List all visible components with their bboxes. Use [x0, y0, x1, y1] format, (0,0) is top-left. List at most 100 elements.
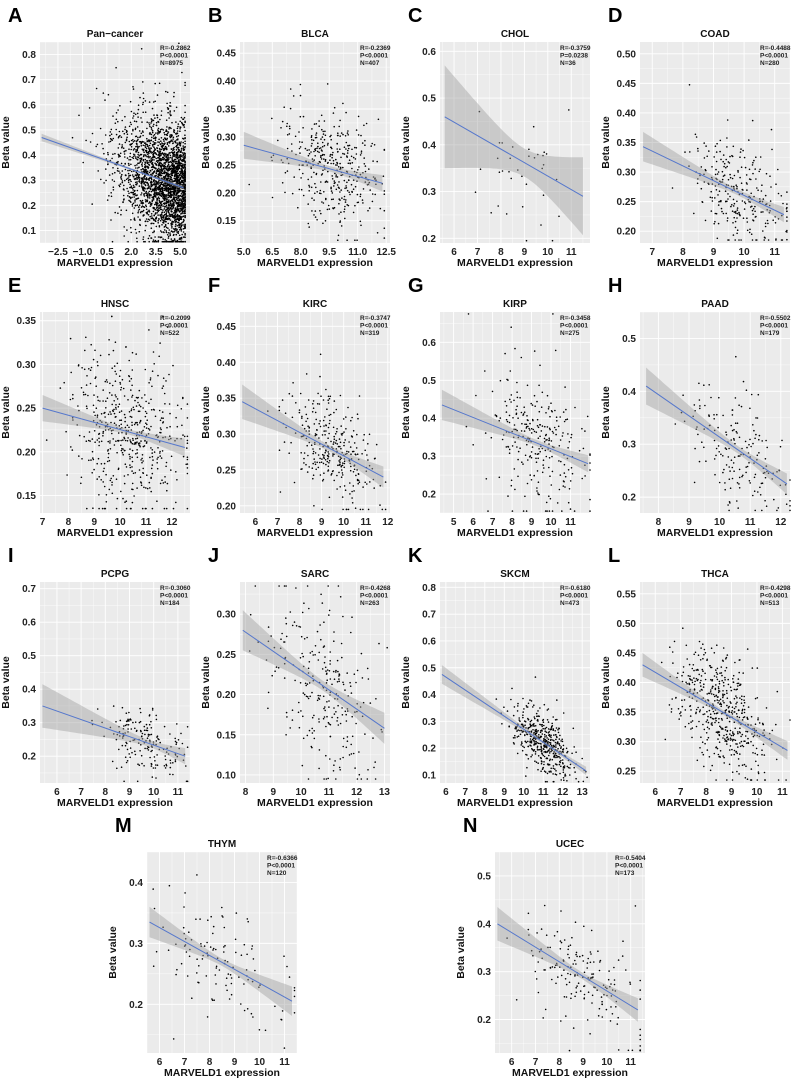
- data-point: [152, 189, 154, 192]
- data-point: [567, 447, 569, 449]
- data-point: [165, 211, 168, 213]
- data-point: [136, 397, 139, 399]
- data-point: [184, 174, 186, 176]
- data-point: [708, 415, 710, 417]
- data-point: [183, 212, 185, 215]
- data-point: [132, 86, 134, 88]
- data-point: [301, 435, 304, 438]
- data-point: [164, 240, 166, 243]
- y-tick-label: 0.5: [422, 376, 436, 387]
- data-point: [182, 189, 185, 192]
- data-point: [163, 158, 166, 160]
- data-point: [346, 239, 348, 241]
- data-point: [84, 349, 86, 352]
- data-point: [310, 136, 313, 138]
- data-point: [146, 419, 148, 421]
- data-point: [122, 188, 125, 190]
- data-point: [173, 201, 175, 204]
- data-point: [354, 453, 357, 455]
- panel-letter: B: [208, 5, 222, 27]
- data-point: [710, 396, 712, 399]
- data-point: [131, 369, 134, 371]
- data-point: [142, 472, 145, 474]
- data-point: [133, 495, 135, 497]
- data-point: [155, 137, 157, 139]
- data-point: [338, 438, 341, 440]
- data-point: [738, 404, 740, 406]
- data-point: [158, 179, 160, 182]
- data-point: [737, 455, 740, 457]
- data-point: [753, 476, 756, 479]
- data-point: [359, 508, 362, 511]
- data-point: [349, 446, 352, 448]
- data-point: [146, 137, 148, 140]
- x-tick-label: 10: [714, 517, 726, 528]
- data-point: [170, 437, 172, 440]
- data-point: [303, 452, 306, 454]
- data-point: [182, 193, 184, 195]
- data-point: [539, 450, 541, 453]
- data-point: [157, 150, 159, 153]
- data-point: [308, 186, 311, 188]
- data-point: [539, 364, 541, 367]
- data-point: [498, 142, 501, 144]
- data-point: [327, 437, 329, 439]
- data-point: [118, 185, 121, 188]
- data-point: [186, 417, 189, 419]
- data-point: [167, 193, 169, 195]
- data-point: [120, 444, 122, 447]
- y-axis-label: Beta value: [0, 386, 12, 439]
- data-point: [329, 135, 331, 138]
- data-point: [324, 416, 326, 418]
- y-tick-label: 0.40: [217, 77, 237, 88]
- x-tick-label: 8: [656, 517, 662, 528]
- data-point: [558, 460, 560, 462]
- data-point: [117, 109, 119, 111]
- data-point: [95, 385, 97, 387]
- data-point: [167, 107, 170, 110]
- data-point: [145, 422, 147, 424]
- data-point: [134, 201, 136, 203]
- data-point: [133, 443, 135, 445]
- data-point: [175, 194, 178, 196]
- x-tick-label: 7: [275, 517, 281, 528]
- data-point: [147, 151, 150, 154]
- y-tick-label: 0.4: [422, 414, 436, 425]
- data-point: [718, 190, 721, 192]
- data-point: [326, 162, 329, 164]
- data-point: [333, 185, 335, 187]
- data-point: [560, 460, 562, 463]
- data-point: [160, 140, 162, 142]
- data-point: [148, 240, 150, 243]
- data-point: [708, 384, 710, 386]
- data-point: [517, 450, 520, 453]
- data-point: [138, 410, 141, 413]
- data-point: [158, 186, 161, 188]
- data-point: [563, 463, 566, 466]
- data-point: [319, 210, 321, 212]
- points-group: [474, 109, 570, 242]
- data-point: [726, 146, 728, 148]
- data-point: [135, 157, 137, 160]
- data-point: [92, 507, 94, 509]
- data-point: [331, 156, 333, 159]
- data-point: [128, 159, 130, 161]
- data-point: [130, 185, 133, 187]
- data-point: [113, 180, 116, 183]
- data-point: [159, 342, 161, 344]
- data-point: [553, 446, 555, 449]
- data-point: [144, 440, 146, 442]
- data-point: [739, 156, 741, 158]
- data-point: [505, 213, 508, 215]
- data-point: [168, 179, 171, 181]
- data-point: [115, 424, 117, 426]
- y-tick-label: 0.30: [217, 132, 237, 143]
- data-point: [176, 479, 178, 481]
- data-point: [743, 208, 746, 210]
- data-point: [140, 192, 143, 194]
- data-point: [159, 206, 162, 209]
- data-point: [184, 129, 186, 132]
- data-point: [571, 472, 574, 475]
- data-point: [178, 163, 180, 165]
- data-point: [283, 106, 285, 108]
